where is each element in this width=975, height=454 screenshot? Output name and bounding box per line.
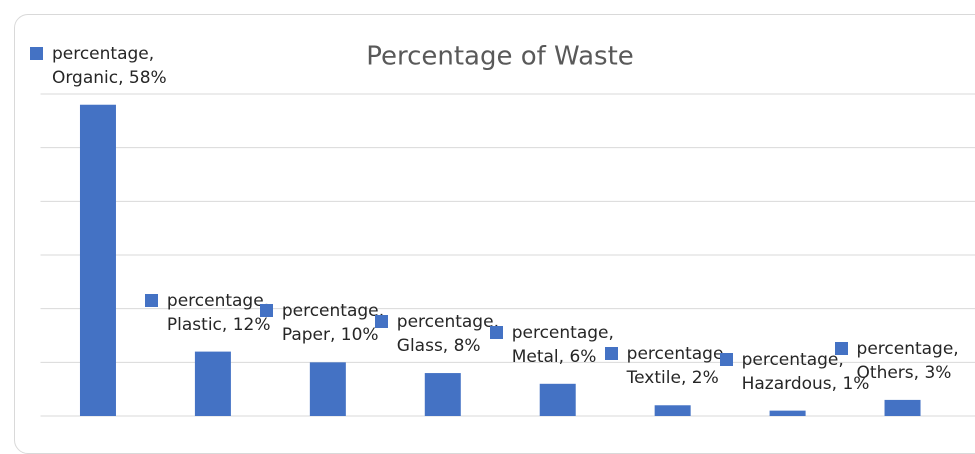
- label-marker: [259, 304, 273, 318]
- bar: [769, 410, 806, 416]
- bar: [424, 373, 461, 416]
- bar: [884, 399, 921, 416]
- bar: [194, 351, 231, 416]
- bar: [79, 104, 116, 416]
- data-label: percentage, Others, 3%: [834, 337, 975, 385]
- label-marker: [144, 293, 158, 307]
- data-label-text: percentage, Organic, 58%: [51, 43, 167, 88]
- label-marker: [719, 352, 733, 366]
- page: Percentage of Waste (() => { const data …: [14, 14, 975, 454]
- chart-title: Percentage of Waste: [366, 42, 634, 72]
- data-label: percentage, Paper, 10%: [259, 299, 410, 347]
- chart: Percentage of Waste: [40, 42, 975, 417]
- data-label-text: percentage, Textile, 2%: [626, 344, 729, 389]
- data-label: percentage, Plastic, 12%: [144, 289, 295, 337]
- label-marker: [29, 46, 43, 60]
- label-marker: [604, 347, 618, 361]
- data-label-text: percentage, Plastic, 12%: [166, 290, 271, 335]
- data-label-text: percentage, Metal, 6%: [511, 322, 614, 367]
- data-label: percentage, Glass, 8%: [374, 310, 525, 358]
- data-label: percentage, Textile, 2%: [604, 342, 755, 390]
- data-label-text: percentage, Hazardous, 1%: [741, 349, 870, 394]
- label-marker: [834, 341, 848, 355]
- data-label-text: percentage, Others, 3%: [856, 338, 959, 383]
- bar: [654, 405, 691, 416]
- label-marker: [374, 315, 388, 329]
- data-label-text: percentage, Glass, 8%: [396, 312, 499, 357]
- data-label: percentage, Hazardous, 1%: [719, 348, 870, 396]
- data-label: percentage, Metal, 6%: [489, 321, 640, 369]
- bar: [309, 362, 346, 416]
- data-label-text: percentage, Paper, 10%: [281, 301, 385, 346]
- bar: [539, 383, 576, 416]
- label-marker: [489, 325, 503, 339]
- data-label: percentage, Organic, 58%: [29, 42, 180, 90]
